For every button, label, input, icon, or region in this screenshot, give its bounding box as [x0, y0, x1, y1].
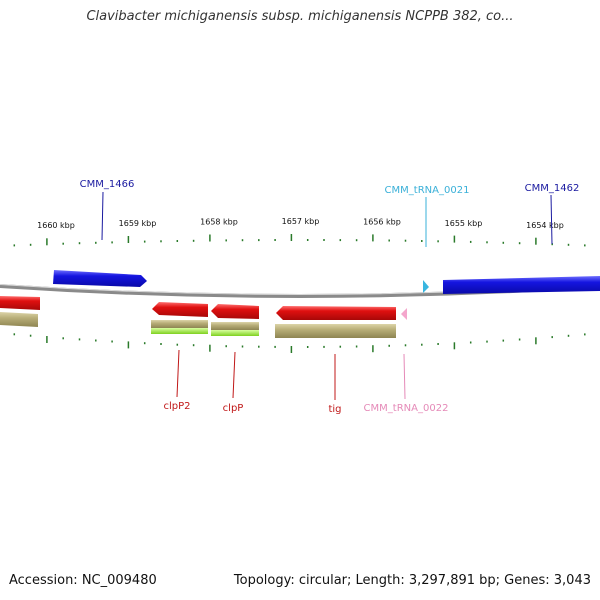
label-cmm-tRNA-0021[interactable]: CMM_tRNA_0021 [385, 185, 470, 196]
cds-band-clpP [211, 322, 259, 330]
gene-clpP2[interactable] [152, 302, 208, 317]
cds-band-clpP-highlight [211, 330, 259, 336]
label-tig[interactable]: tig [328, 404, 341, 415]
scale-labels: 1660 kbp 1659 kbp 1658 kbp 1657 kbp 1656 kbp… [37, 217, 564, 230]
leader-clpP2 [176, 349, 180, 398]
gene-cmm-1462[interactable] [443, 276, 600, 294]
scale-label: 1660 kbp [37, 221, 75, 230]
gene-tig[interactable] [276, 306, 396, 320]
leader-cmm-tRNA-0022 [403, 353, 406, 400]
gene-cmm-1466[interactable] [53, 270, 147, 287]
cds-band-clpP2-highlight [151, 328, 208, 334]
leader-cmm-1466 [101, 191, 104, 241]
scale-label: 1659 kbp [119, 219, 157, 228]
leader-cmm-1462 [550, 194, 553, 245]
label-clpP[interactable]: clpP [223, 403, 244, 414]
label-cmm-tRNA-0022[interactable]: CMM_tRNA_0022 [364, 403, 449, 414]
cds-band-clpP2 [151, 320, 208, 328]
leader-clpP [232, 351, 236, 399]
genome-summary-text: Topology: circular; Length: 3,297,891 bp… [233, 573, 591, 588]
accession-text: Accession: NC_009480 [9, 573, 157, 588]
cds-band-left [0, 312, 38, 327]
gene-clpP[interactable] [211, 304, 259, 319]
scale-label: 1657 kbp [282, 217, 320, 226]
scale-label: 1658 kbp [200, 217, 238, 226]
map-title: Clavibacter michiganensis subsp. michiga… [86, 9, 514, 24]
scale-label: 1654 kbp [526, 221, 564, 230]
trna-cmm-tRNA-0022[interactable] [401, 308, 407, 320]
scale-ticks-bottom [13, 333, 586, 353]
scale-label: 1655 kbp [445, 219, 483, 228]
label-cmm-1466[interactable]: CMM_1466 [80, 179, 135, 190]
scale-ticks-top [13, 234, 586, 247]
label-cmm-1462[interactable]: CMM_1462 [525, 183, 580, 194]
trna-cmm-tRNA-0021[interactable] [423, 280, 429, 293]
scale-label: 1656 kbp [363, 217, 401, 226]
cds-band-tig [275, 324, 396, 338]
label-clpP2[interactable]: clpP2 [163, 401, 190, 412]
gene-left-partial[interactable] [0, 296, 40, 310]
